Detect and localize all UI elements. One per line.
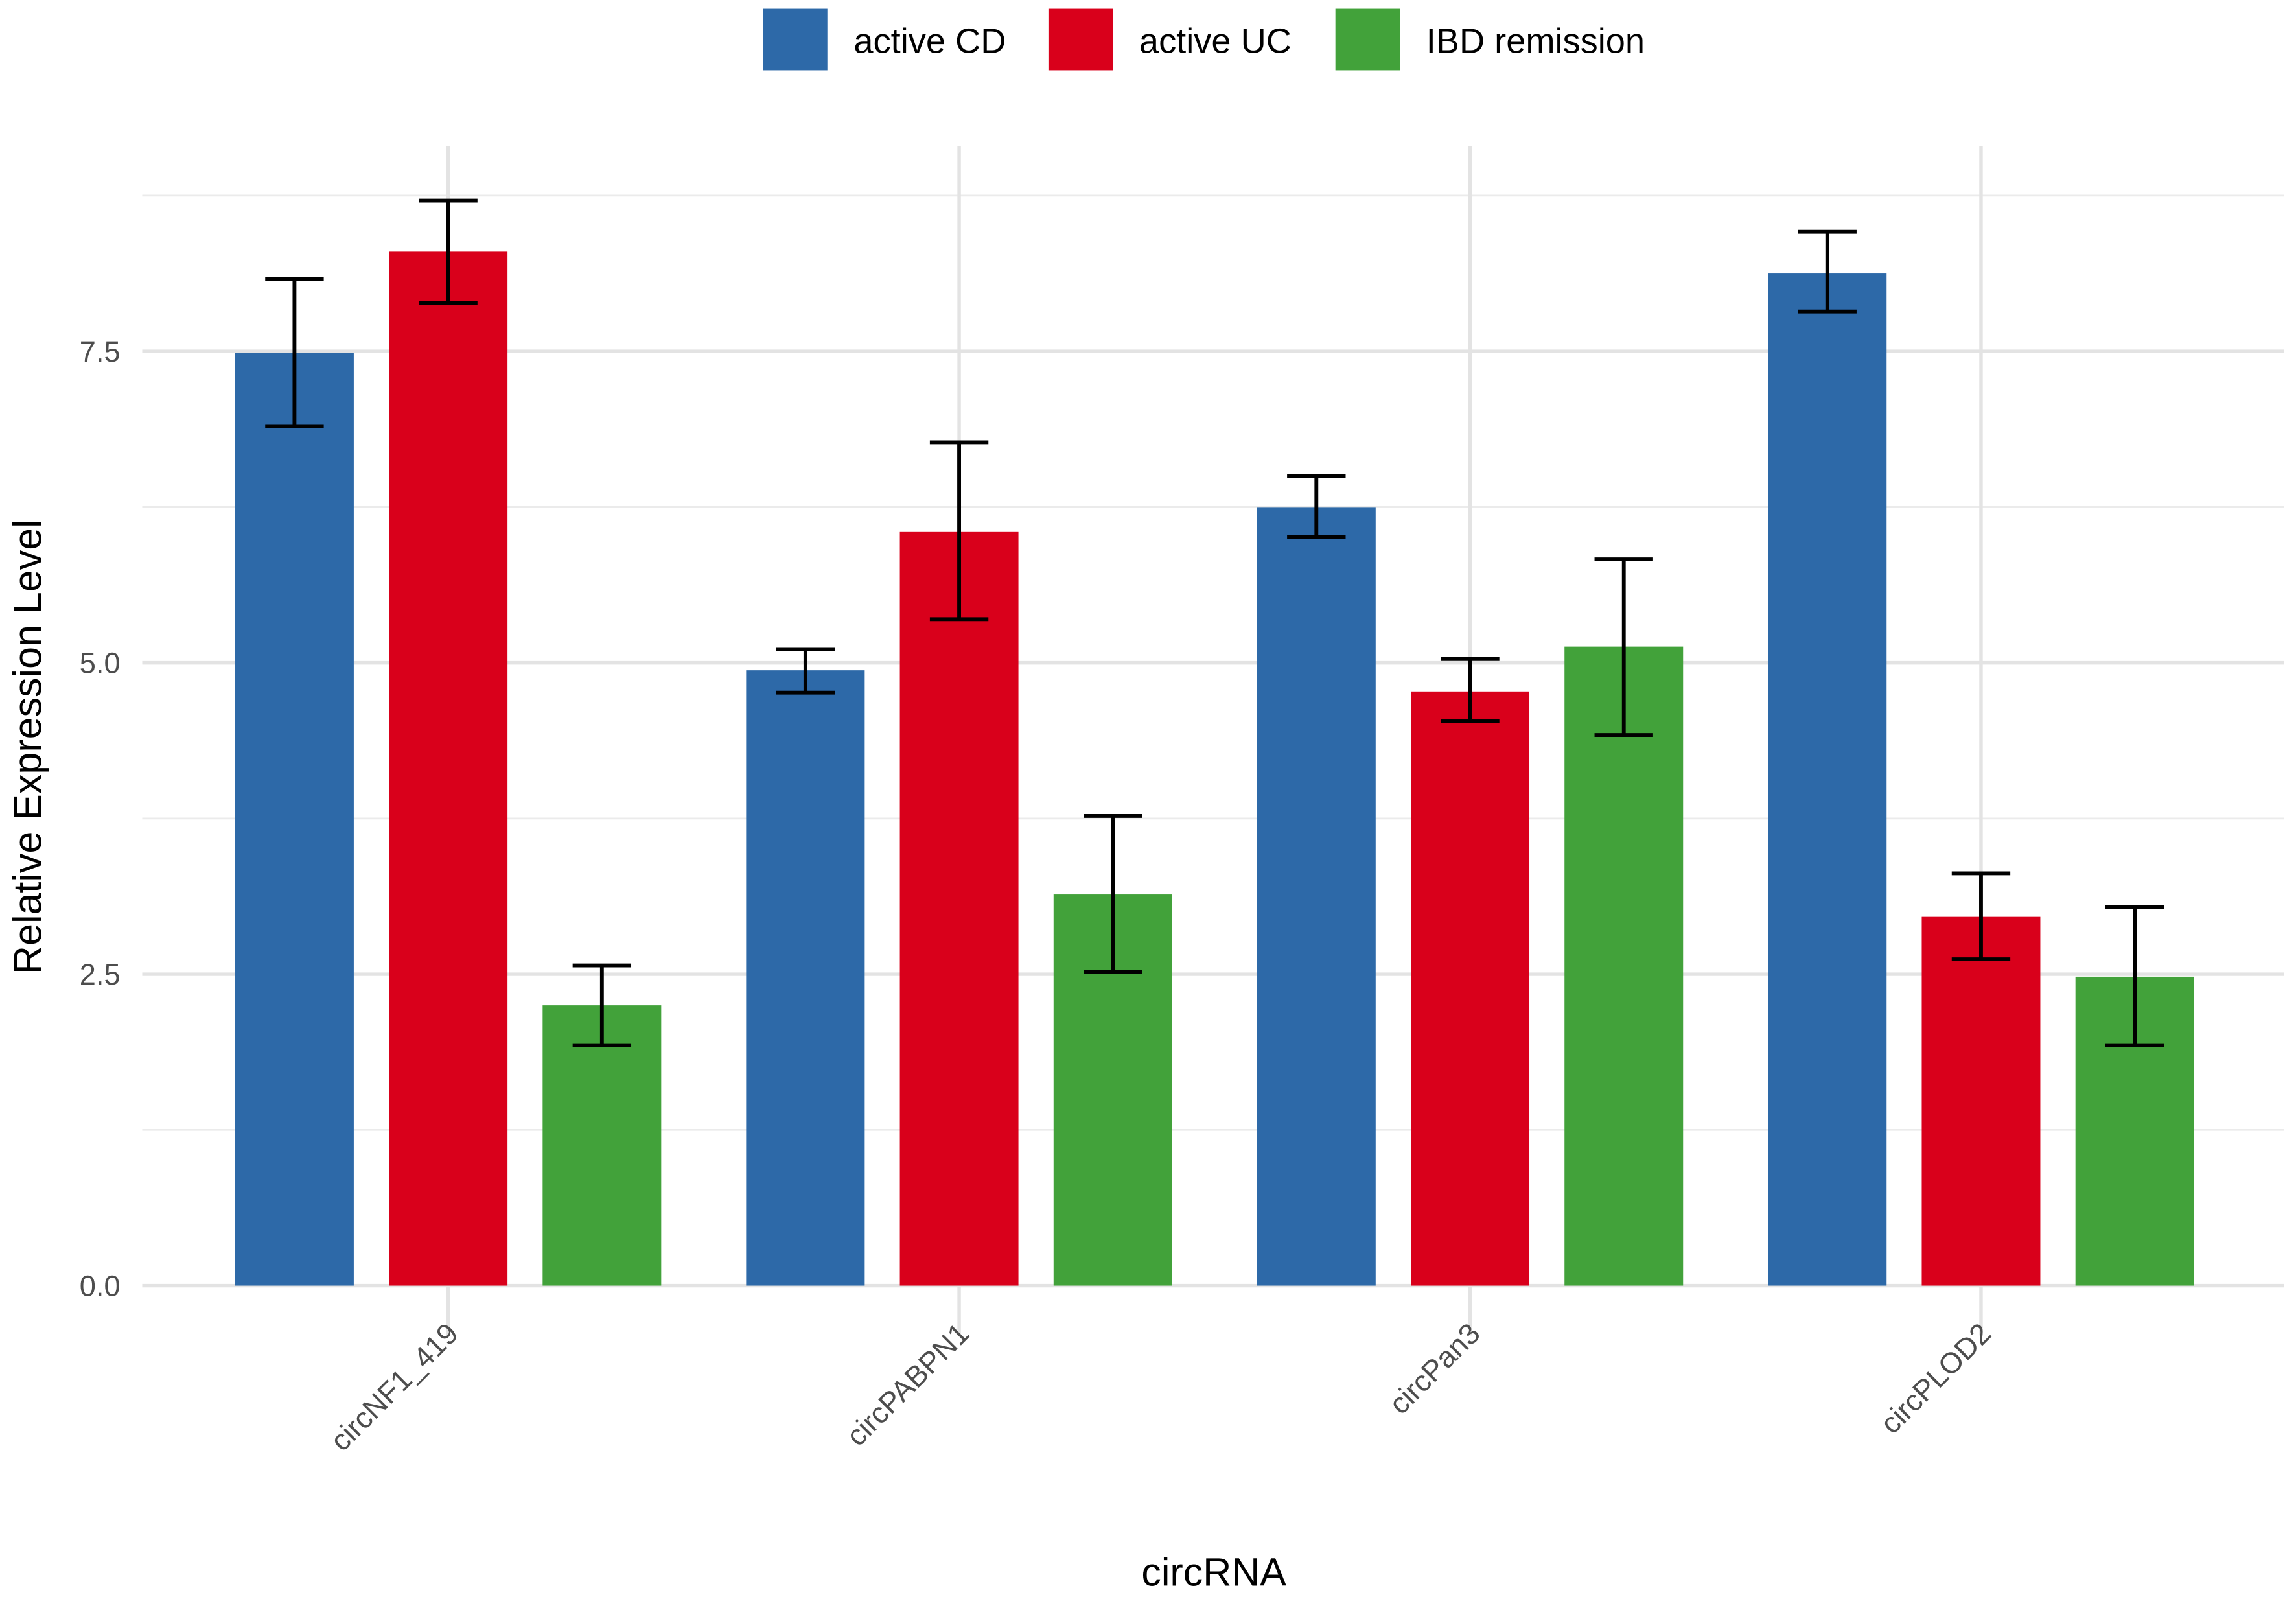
x-tick-label: circPan3 (1382, 1316, 1486, 1420)
bar-circNF1_419-active-UC (389, 251, 508, 1286)
bars (235, 251, 2194, 1286)
legend-label: active UC (1139, 21, 1292, 60)
x-tick-label: circPLOD2 (1874, 1316, 1997, 1440)
legend-swatch (1048, 8, 1113, 71)
bar-circPABPN1-active-UC (899, 531, 1019, 1286)
y-tick-label: 2.5 (80, 958, 121, 991)
x-axis-title: circRNA (1141, 1550, 1286, 1594)
y-axis-title: Relative Expression Level (6, 519, 50, 974)
bar-circPan3-IBD-remission (1564, 646, 1684, 1286)
error-bar (265, 277, 324, 428)
legend-label: active CD (853, 21, 1006, 60)
x-tick-label: circNF1_419 (324, 1316, 465, 1457)
legend-label: IBD remission (1426, 21, 1645, 60)
y-axis-ticks: 0.0 2.5 5.0 7.5 (80, 335, 121, 1302)
error-bars (265, 198, 2164, 1047)
y-tick-label: 5.0 (80, 646, 121, 679)
bar-circPan3-active-CD (1257, 507, 1376, 1286)
bar-circPABPN1-active-CD (746, 670, 865, 1286)
error-bar (1441, 657, 1500, 723)
x-axis-ticks: circNF1_419 circPABPN1 circPan3 circPLOD2 (324, 1316, 1997, 1457)
error-bar (2105, 905, 2164, 1047)
x-tick-label: circPABPN1 (840, 1316, 975, 1452)
error-bar (1951, 871, 2011, 961)
legend: active CD active UC IBD remission (763, 8, 1645, 71)
error-bar (776, 647, 835, 695)
bar-circPan3-active-UC (1411, 691, 1530, 1286)
error-bar (1287, 474, 1346, 539)
error-bar (572, 963, 632, 1047)
legend-swatch (1335, 8, 1400, 71)
error-bar (929, 440, 989, 622)
bar-circPLOD2-active-CD (1768, 273, 1887, 1286)
legend-swatch (763, 8, 828, 71)
y-tick-label: 0.0 (80, 1269, 121, 1302)
error-bar (419, 198, 478, 305)
bar-circPLOD2-active-UC (1921, 916, 2041, 1286)
error-bar (1798, 229, 1857, 314)
error-bar (1084, 814, 1142, 974)
error-bar (1594, 557, 1653, 738)
y-tick-label: 7.5 (80, 335, 121, 368)
bar-circNF1_419-IBD-remission (542, 1005, 662, 1286)
bar-circNF1_419-active-CD (235, 353, 354, 1286)
